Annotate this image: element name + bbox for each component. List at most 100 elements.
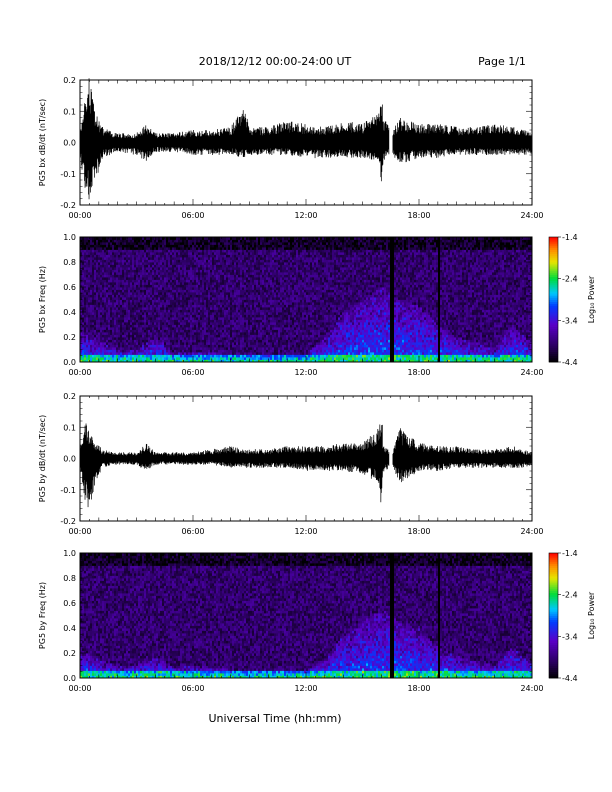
spectrogram-cell [144,309,147,313]
spectrogram-cell [190,359,193,363]
spectrogram-cell [146,317,149,320]
spectrogram-cell [128,277,131,280]
spectrogram-cell [228,349,231,353]
spectrogram-cell [188,274,191,278]
spectrogram-cell [242,242,245,245]
spectrogram-cell [96,334,99,338]
spectrogram-cell [86,332,89,335]
spectrogram-cell [240,277,243,280]
spectrogram-cell [228,282,231,285]
spectrogram-cell [200,317,203,320]
spectrogram-cell [180,272,183,275]
spectrogram-cell [156,249,159,253]
spectrogram-cell [222,284,225,288]
spectrogram-cell [100,357,103,360]
spectrogram-cell [218,237,221,240]
spectrogram-cell [208,277,211,280]
spectrogram-cell [166,274,169,278]
spectrogram-cell [234,334,237,338]
spectrogram-cell [174,357,177,360]
spectrogram-cell [228,332,231,335]
spectrogram-cell [84,332,87,335]
spectrogram-cell [150,322,153,325]
spectrogram-cell [164,334,167,338]
spectrogram-cell [130,244,133,248]
spectrogram-cell [106,269,109,273]
spectrogram-cell [86,359,89,363]
spectrogram-cell [100,322,103,325]
spectrogram-cell [210,314,213,318]
spectrogram-cell [140,267,143,270]
spectrogram-cell [234,339,237,343]
spectrogram-cell [158,252,161,255]
spectrogram-cell [170,269,173,273]
spectrogram-cell [204,357,207,360]
spectrogram-cell [196,289,199,293]
spectrogram-cell [212,279,215,283]
spectrogram-cell [104,299,107,303]
spectrogram-cell [202,284,205,288]
spectrogram-cell [118,244,121,248]
spectrogram-cell [190,312,193,315]
spectrogram-cell [92,357,95,360]
spectrogram-cell [104,314,107,318]
spectrogram-cell [240,279,243,283]
spectrogram-cell [236,289,239,293]
spectrogram-cell [218,257,221,260]
spectrogram-cell [180,252,183,255]
spectrogram-cell [96,319,99,323]
spectrogram-cell [236,259,239,263]
spectrogram-cell [152,252,155,255]
spectrogram-cell [86,274,89,278]
spectrogram-cell [184,309,187,313]
spectrogram-cell [188,289,191,293]
spectrogram-cell [172,297,175,300]
spectrogram-cell [222,282,225,285]
spectrogram-cell [100,347,103,350]
spectrogram-cell [232,242,235,245]
spectrogram-cell [146,252,149,255]
spectrogram-cell [192,292,195,295]
spectrogram-cell [146,244,149,248]
spectrogram-cell [158,257,161,260]
spectrogram-cell [170,259,173,263]
spectrogram-cell [156,354,159,358]
spectrogram-cell [122,254,125,258]
spectrogram-cell [240,264,243,268]
spectrogram-cell [150,274,153,278]
spectrogram-cell [104,324,107,328]
spectrogram-cell [162,262,165,265]
spectrogram-cell [94,357,97,360]
spectrogram-cell [164,269,167,273]
spectrogram-cell [248,294,251,298]
spectrogram-cell [194,344,197,348]
spectrogram-cell [226,334,229,338]
spectrogram-cell [128,347,131,350]
spectrogram-cell [126,327,129,330]
spectrogram-cell [228,279,231,283]
spectrogram-cell [98,339,101,343]
spectrogram-cell [206,254,209,258]
spectrogram-cell [208,279,211,283]
spectrogram-cell [158,317,161,320]
spectrogram-cell [80,297,83,300]
spectrogram-cell [164,267,167,270]
spectrogram-cell [114,299,117,303]
spectrogram-cell [106,309,109,313]
spectrogram-cell [94,252,97,255]
spectrogram-cell [118,327,121,330]
spectrogram-cell [204,302,207,305]
spectrogram-cell [88,329,91,333]
spectrogram-cell [150,347,153,350]
spectrogram-cell [144,294,147,298]
spectrogram-cell [162,342,165,345]
spectrogram-cell [162,354,165,358]
spectrogram-cell [86,262,89,265]
spectrogram-cell [228,244,231,248]
spectrogram-cell [194,329,197,333]
spectrogram-cell [236,269,239,273]
spectrogram-cell [138,352,141,355]
spectrogram-cell [240,312,243,315]
spectrogram-cell [104,264,107,268]
spectrogram-cell [158,279,161,283]
